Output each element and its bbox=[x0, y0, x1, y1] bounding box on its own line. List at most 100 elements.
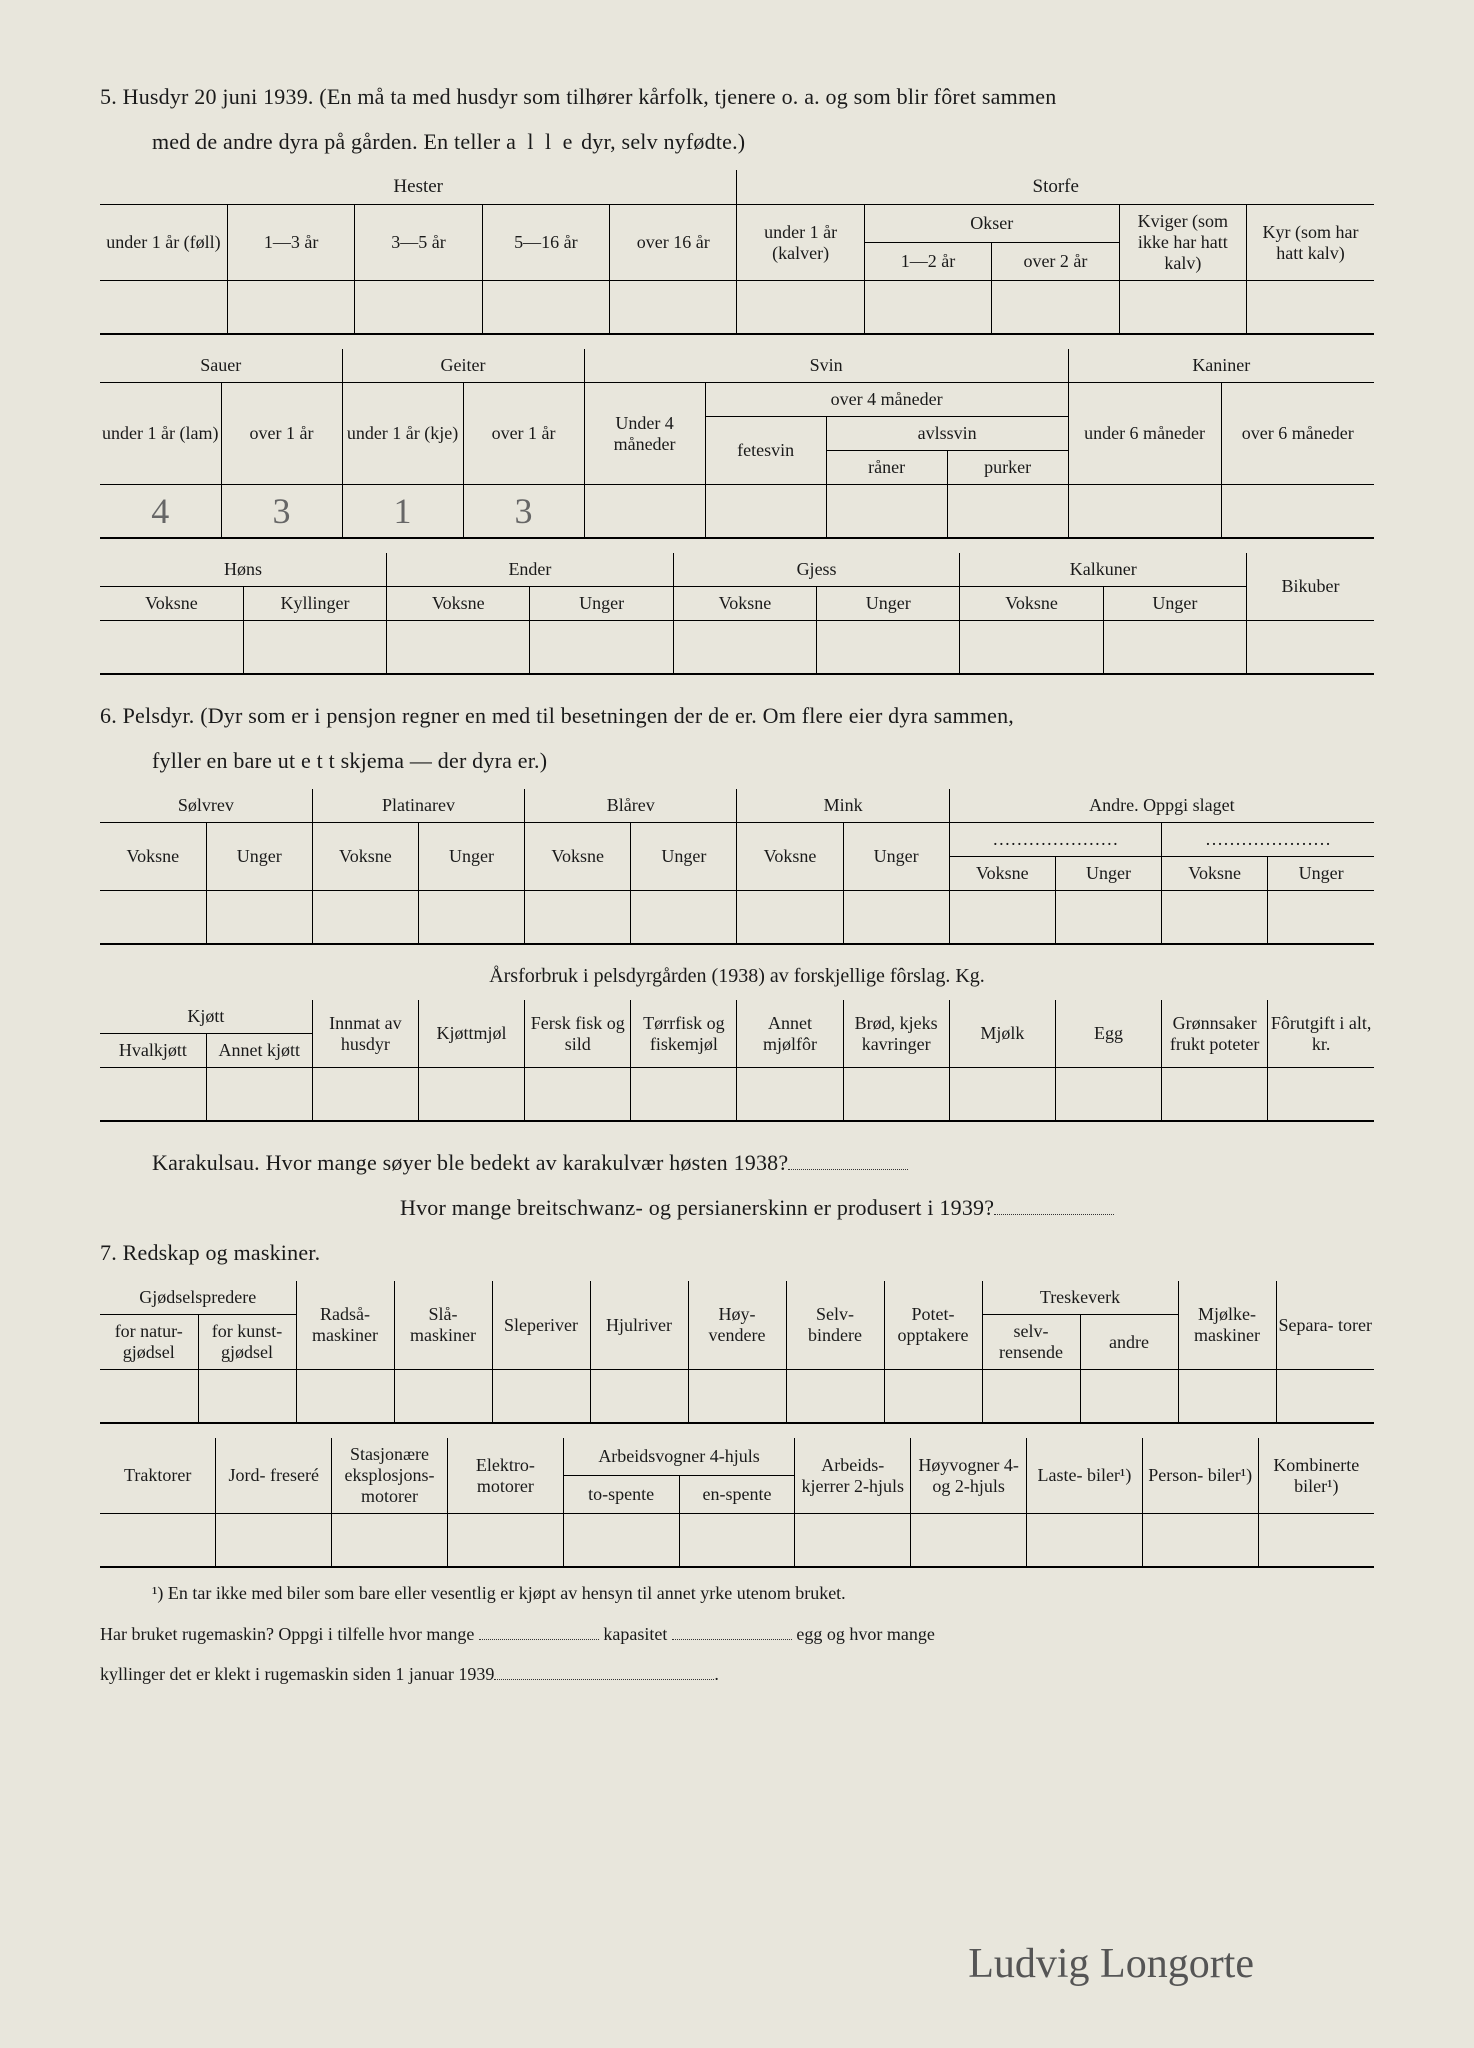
hdr-elektro: Elektro- motorer bbox=[447, 1438, 563, 1514]
hdr-voksne4: Voksne bbox=[960, 587, 1103, 621]
cell bbox=[100, 1514, 216, 1568]
section5-line1: Husdyr 20 juni 1939. (En må ta med husdy… bbox=[123, 84, 1057, 109]
cell bbox=[590, 1370, 688, 1424]
blank-field[interactable] bbox=[672, 1623, 792, 1640]
cell bbox=[525, 1068, 631, 1122]
hdr-v4: Voksne bbox=[737, 823, 843, 891]
hdr-arbeids2: Arbeids- kjerrer 2-hjuls bbox=[795, 1438, 911, 1514]
hdr-gjodsel: Gjødselspredere bbox=[100, 1281, 296, 1315]
hdr-5-16: 5—16 år bbox=[482, 205, 609, 281]
hdr-v2: Voksne bbox=[312, 823, 418, 891]
section5-header: 5. Husdyr 20 juni 1939. (En må ta med hu… bbox=[100, 80, 1374, 113]
hdr-kjott: Kjøtt bbox=[100, 1000, 312, 1034]
cell bbox=[216, 1514, 332, 1568]
section5-num: 5. bbox=[100, 84, 117, 109]
cell bbox=[1119, 281, 1246, 335]
cell bbox=[100, 281, 227, 335]
cell bbox=[1276, 1370, 1374, 1424]
hdr-mjolke: Mjølke- maskiner bbox=[1178, 1281, 1276, 1370]
hdr-innmat: Innmat av husdyr bbox=[312, 1000, 418, 1068]
hdr-mjolk: Mjølk bbox=[949, 1000, 1055, 1068]
hdr-kaniner: Kaniner bbox=[1068, 349, 1374, 383]
cell bbox=[100, 891, 206, 945]
cell bbox=[610, 281, 737, 335]
cell bbox=[1027, 1514, 1143, 1568]
table-sauer-geiter-svin: Sauer Geiter Svin Kaniner under 1 år (la… bbox=[100, 349, 1374, 539]
cell bbox=[688, 1370, 786, 1424]
cell bbox=[312, 891, 418, 945]
hdr-voksne2: Voksne bbox=[387, 587, 530, 621]
section6-header: 6. Pelsdyr. (Dyr som er i pensjon regner… bbox=[100, 699, 1374, 732]
hdr-1-3: 1—3 år bbox=[227, 205, 354, 281]
cell bbox=[387, 621, 530, 675]
section5-line2: med de andre dyra på gården. En teller a… bbox=[100, 125, 1374, 158]
cell bbox=[482, 281, 609, 335]
cell bbox=[982, 1370, 1080, 1424]
signature: Ludvig Longorte bbox=[968, 1940, 1254, 1988]
cell bbox=[826, 485, 947, 539]
table-redskap1: Gjødselspredere Radså- maskiner Slå- mas… bbox=[100, 1281, 1374, 1424]
cell bbox=[679, 1514, 795, 1568]
hdr-sla: Slå- maskiner bbox=[394, 1281, 492, 1370]
cell bbox=[206, 1068, 312, 1122]
table-pelsdyr: Sølvrev Platinarev Blårev Mink Andre. Op… bbox=[100, 789, 1374, 945]
hdr-andre: Andre. Oppgi slaget bbox=[949, 789, 1374, 823]
hdr-blank1: ………………… bbox=[949, 823, 1161, 857]
hdr-kalkuner: Kalkuner bbox=[960, 553, 1247, 587]
hdr-potet: Potet- opptakere bbox=[884, 1281, 982, 1370]
blank-field[interactable] bbox=[788, 1153, 908, 1170]
cell bbox=[631, 1068, 737, 1122]
hdr-andre: andre bbox=[1080, 1315, 1178, 1370]
cell bbox=[243, 621, 386, 675]
cell bbox=[960, 621, 1103, 675]
hdr-fetesvin: fetesvin bbox=[705, 417, 826, 485]
hdr-over2: over 2 år bbox=[992, 243, 1119, 281]
hdr-v5: Voksne bbox=[949, 857, 1055, 891]
hdr-v3: Voksne bbox=[525, 823, 631, 891]
hdr-brod: Brød, kjeks kavringer bbox=[843, 1000, 949, 1068]
blank-field[interactable] bbox=[994, 1198, 1114, 1215]
cell bbox=[492, 1370, 590, 1424]
hdr-forkunst: for kunst- gjødsel bbox=[198, 1315, 296, 1370]
hdr-selv: Selv- bindere bbox=[786, 1281, 884, 1370]
hdr-treskeverk: Treskeverk bbox=[982, 1281, 1178, 1315]
cell bbox=[584, 485, 705, 539]
blank-field[interactable] bbox=[494, 1663, 714, 1680]
cell-d2: 3 bbox=[221, 485, 342, 539]
hdr-v1: Voksne bbox=[100, 823, 206, 891]
hdr-geiter: Geiter bbox=[342, 349, 584, 383]
cell bbox=[843, 891, 949, 945]
cell bbox=[795, 1514, 911, 1568]
cell bbox=[1162, 891, 1268, 945]
hdr-u5: Unger bbox=[1055, 857, 1161, 891]
cell bbox=[563, 1514, 679, 1568]
hdr-person: Person- biler¹) bbox=[1142, 1438, 1258, 1514]
cell bbox=[198, 1370, 296, 1424]
section7-header: 7. Redskap og maskiner. bbox=[100, 1236, 1374, 1269]
cell bbox=[418, 891, 524, 945]
hdr-under4mnd: Under 4 måneder bbox=[584, 383, 705, 485]
cell bbox=[1247, 621, 1374, 675]
hdr-laste: Laste- biler¹) bbox=[1027, 1438, 1143, 1514]
hdr-ferskfisk: Fersk fisk og sild bbox=[525, 1000, 631, 1068]
hdr-v6: Voksne bbox=[1162, 857, 1268, 891]
hdr-forutgift: Fôrutgift i alt, kr. bbox=[1268, 1000, 1374, 1068]
cell bbox=[418, 1068, 524, 1122]
section6-num: 6. bbox=[100, 703, 117, 728]
hdr-hoy: Høy- vendere bbox=[688, 1281, 786, 1370]
hdr-under1kje: under 1 år (kje) bbox=[342, 383, 463, 485]
table-forforbruk: Kjøtt Innmat av husdyr Kjøttmjøl Fersk f… bbox=[100, 1000, 1374, 1122]
cell bbox=[296, 1370, 394, 1424]
question-rugemaskin: Har bruket rugemaskin? Oppgi i tilfelle … bbox=[100, 1619, 1374, 1650]
cell bbox=[817, 621, 960, 675]
blank-field[interactable] bbox=[479, 1623, 599, 1640]
cell bbox=[786, 1370, 884, 1424]
hdr-mink: Mink bbox=[737, 789, 949, 823]
cell bbox=[631, 891, 737, 945]
hdr-1-2: 1—2 år bbox=[864, 243, 991, 281]
hdr-separa: Separa- torer bbox=[1276, 1281, 1374, 1370]
cell-d3: 1 bbox=[342, 485, 463, 539]
cell bbox=[1162, 1068, 1268, 1122]
hdr-avlssvin: avlssvin bbox=[826, 417, 1068, 451]
hdr-u3: Unger bbox=[631, 823, 737, 891]
